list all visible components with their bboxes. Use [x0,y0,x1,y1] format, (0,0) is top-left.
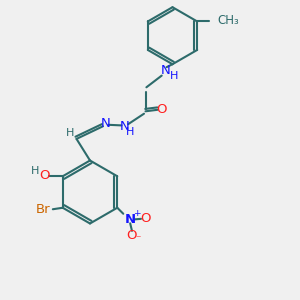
Text: N: N [124,213,136,226]
Text: O: O [126,229,137,242]
Text: N: N [161,64,170,77]
Text: O: O [156,103,167,116]
Text: N: N [100,117,110,130]
Text: H: H [66,128,74,139]
Text: ⁻: ⁻ [136,234,141,244]
Text: CH₃: CH₃ [218,14,239,27]
Text: O: O [39,169,50,182]
Text: N: N [120,120,129,133]
Text: H: H [31,166,39,176]
Text: +: + [133,209,140,218]
Text: H: H [126,127,135,137]
Text: H: H [169,71,178,81]
Text: Br: Br [36,203,50,216]
Text: O: O [140,212,150,225]
